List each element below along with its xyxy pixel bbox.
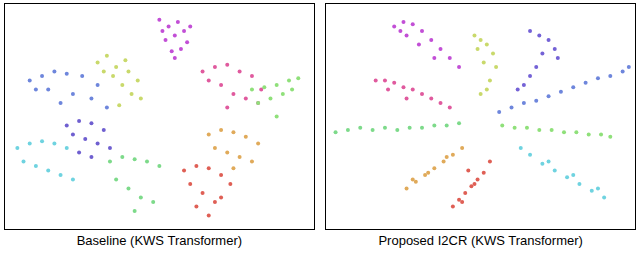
svg-text:Baseline (KWS Transformer): Baseline (KWS Transformer) bbox=[77, 233, 242, 248]
svg-text:Proposed I2CR (KWS Transformer: Proposed I2CR (KWS Transformer) bbox=[378, 233, 582, 248]
